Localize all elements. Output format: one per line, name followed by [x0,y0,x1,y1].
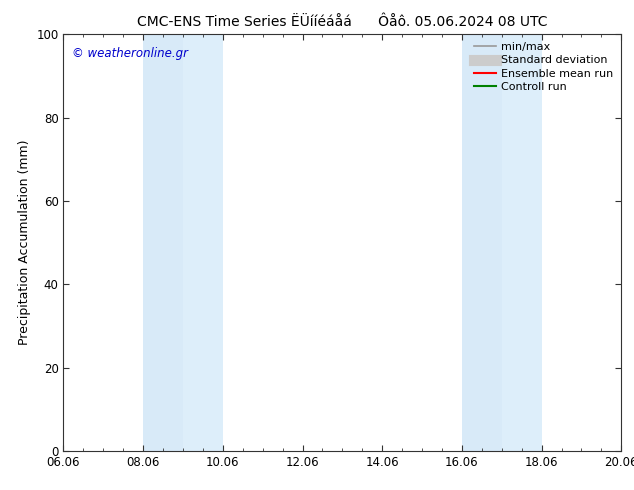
Bar [143,34,183,451]
Bar [183,34,223,451]
Bar [501,34,541,451]
Y-axis label: Precipitation Accumulation (mm): Precipitation Accumulation (mm) [18,140,30,345]
Text: © weatheronline.gr: © weatheronline.gr [72,47,188,60]
Title: CMC-ENS Time Series ËÜííéáåá      Ôåô. 05.06.2024 08 UTC: CMC-ENS Time Series ËÜííéáåá Ôåô. 05.06.… [137,15,548,29]
Legend: min/max, Standard deviation, Ensemble mean run, Controll run: min/max, Standard deviation, Ensemble me… [469,38,618,97]
Bar [462,34,501,451]
